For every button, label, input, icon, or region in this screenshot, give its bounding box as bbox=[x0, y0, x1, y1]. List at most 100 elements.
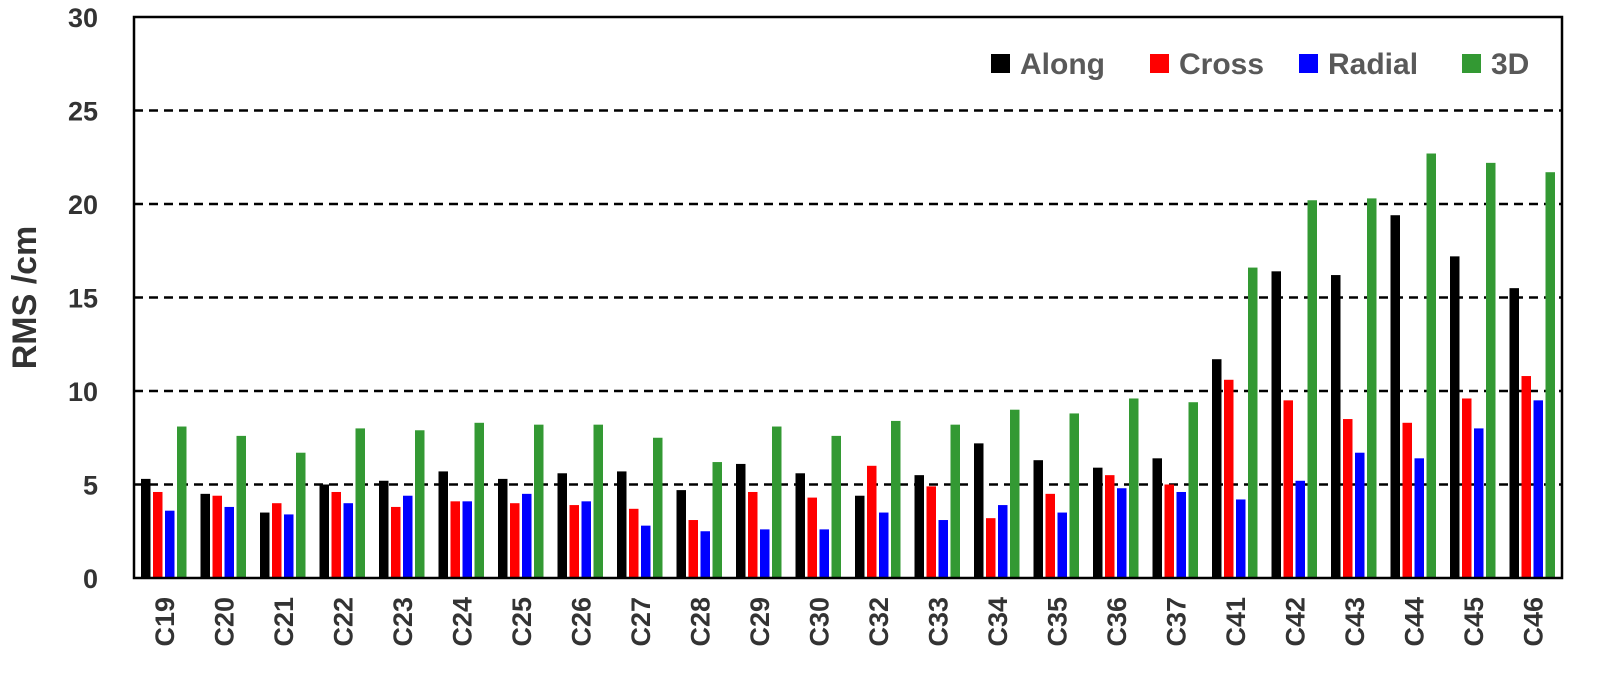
bar-3d-c28 bbox=[712, 462, 722, 578]
bar-cross-c44 bbox=[1402, 422, 1412, 578]
bar-along-c20 bbox=[200, 493, 210, 578]
bar-3d-c34 bbox=[1010, 409, 1020, 578]
bar-cross-c37 bbox=[1164, 484, 1174, 578]
bar-along-c45 bbox=[1450, 256, 1460, 578]
bar-cross-c25 bbox=[510, 503, 520, 578]
x-tick-label: C41 bbox=[1221, 597, 1251, 647]
x-tick-label: C34 bbox=[983, 597, 1013, 647]
y-axis-ticks: 0 5 10 15 20 25 30 bbox=[68, 3, 98, 594]
bar-3d-c24 bbox=[474, 422, 484, 578]
x-tick-label: C44 bbox=[1399, 597, 1429, 647]
x-tick-label: C43 bbox=[1340, 597, 1370, 647]
bar-3d-c33 bbox=[950, 424, 960, 578]
bar-radial-c37 bbox=[1176, 491, 1186, 578]
x-tick-label: C20 bbox=[209, 597, 239, 647]
bar-3d-c36 bbox=[1129, 398, 1139, 578]
bar-along-c44 bbox=[1390, 215, 1400, 578]
x-tick-label: C28 bbox=[685, 597, 715, 647]
bar-3d-c45 bbox=[1486, 162, 1496, 579]
bar-along-c22 bbox=[319, 484, 329, 578]
bar-cross-c29 bbox=[748, 491, 758, 578]
bar-3d-c19 bbox=[177, 426, 187, 578]
bar-cross-c20 bbox=[212, 495, 222, 578]
bar-along-c26 bbox=[557, 473, 567, 578]
x-tick-label: C26 bbox=[566, 597, 596, 647]
bar-radial-c23 bbox=[403, 495, 413, 578]
bar-3d-c43 bbox=[1367, 198, 1377, 578]
legend-swatch-along bbox=[991, 54, 1010, 73]
bar-3d-c25 bbox=[534, 424, 544, 578]
bar-cross-c22 bbox=[331, 491, 341, 578]
x-tick-label: C25 bbox=[507, 597, 537, 647]
x-tick-label: C22 bbox=[328, 597, 358, 647]
x-tick-label: C21 bbox=[269, 597, 299, 647]
bar-cross-c21 bbox=[272, 503, 282, 578]
x-tick-label: C33 bbox=[923, 597, 953, 647]
bar-along-c21 bbox=[260, 512, 270, 578]
bar-radial-c29 bbox=[760, 529, 770, 578]
bar-radial-c30 bbox=[819, 529, 829, 578]
x-tick-label: C27 bbox=[626, 597, 656, 647]
bar-along-c36 bbox=[1093, 467, 1103, 578]
bars bbox=[141, 153, 1555, 579]
bar-3d-c30 bbox=[831, 435, 841, 578]
bar-along-c41 bbox=[1212, 359, 1222, 578]
bar-cross-c23 bbox=[391, 506, 401, 578]
x-tick-label: C29 bbox=[745, 597, 775, 647]
x-tick-label: C36 bbox=[1102, 597, 1132, 647]
x-tick-label: C24 bbox=[447, 597, 477, 647]
bar-along-c42 bbox=[1271, 271, 1281, 578]
x-tick-label: C30 bbox=[804, 597, 834, 647]
bar-radial-c34 bbox=[998, 505, 1008, 578]
bar-along-c23 bbox=[379, 480, 389, 578]
bar-along-c27 bbox=[617, 471, 627, 578]
bar-cross-c24 bbox=[450, 501, 460, 578]
x-tick-label: C19 bbox=[150, 597, 180, 647]
y-tick-label: 10 bbox=[68, 377, 98, 407]
x-tick-label: C23 bbox=[388, 597, 418, 647]
bar-3d-c22 bbox=[355, 428, 365, 578]
bar-cross-c35 bbox=[1045, 493, 1055, 578]
gridlines bbox=[134, 109, 1562, 486]
bar-radial-c36 bbox=[1117, 488, 1127, 578]
y-tick-label: 25 bbox=[68, 97, 98, 127]
bar-cross-c28 bbox=[688, 520, 698, 578]
bar-cross-c32 bbox=[867, 465, 877, 578]
bar-along-c19 bbox=[141, 478, 151, 578]
y-tick-label: 15 bbox=[68, 284, 98, 314]
x-tick-label: C42 bbox=[1280, 597, 1310, 647]
plot-frame bbox=[132, 15, 1564, 580]
bar-along-c28 bbox=[676, 490, 686, 578]
bar-radial-c46 bbox=[1533, 400, 1543, 578]
bar-cross-c33 bbox=[926, 486, 936, 578]
legend-swatch-radial bbox=[1299, 54, 1318, 73]
y-tick-label: 30 bbox=[68, 3, 98, 33]
bar-radial-c28 bbox=[700, 531, 710, 578]
y-axis-label: RMS /cm bbox=[6, 226, 44, 370]
bar-radial-c33 bbox=[938, 520, 948, 578]
bar-cross-c27 bbox=[629, 508, 639, 578]
bar-radial-c25 bbox=[522, 493, 532, 578]
bar-along-c33 bbox=[914, 475, 924, 578]
bar-3d-c35 bbox=[1069, 413, 1079, 578]
x-tick-label: C46 bbox=[1518, 597, 1548, 647]
legend-swatch-cross bbox=[1150, 54, 1169, 73]
bar-cross-c43 bbox=[1343, 419, 1353, 578]
x-tick-label: C45 bbox=[1459, 597, 1489, 647]
x-tick-label: C32 bbox=[864, 597, 894, 647]
bar-along-c37 bbox=[1152, 458, 1162, 578]
bar-radial-c42 bbox=[1295, 480, 1305, 578]
bar-cross-c46 bbox=[1521, 376, 1531, 578]
bar-3d-c29 bbox=[772, 426, 782, 578]
bar-along-c29 bbox=[736, 463, 746, 578]
bar-radial-c27 bbox=[641, 525, 651, 578]
y-tick-label: 5 bbox=[83, 471, 98, 501]
bar-3d-c41 bbox=[1248, 267, 1258, 578]
bar-3d-c27 bbox=[653, 437, 663, 578]
bar-radial-c43 bbox=[1355, 452, 1365, 578]
bar-3d-c26 bbox=[593, 424, 603, 578]
bar-along-c24 bbox=[438, 471, 448, 578]
bar-radial-c21 bbox=[284, 514, 294, 578]
bar-radial-c45 bbox=[1474, 428, 1484, 578]
bar-along-c32 bbox=[855, 495, 865, 578]
